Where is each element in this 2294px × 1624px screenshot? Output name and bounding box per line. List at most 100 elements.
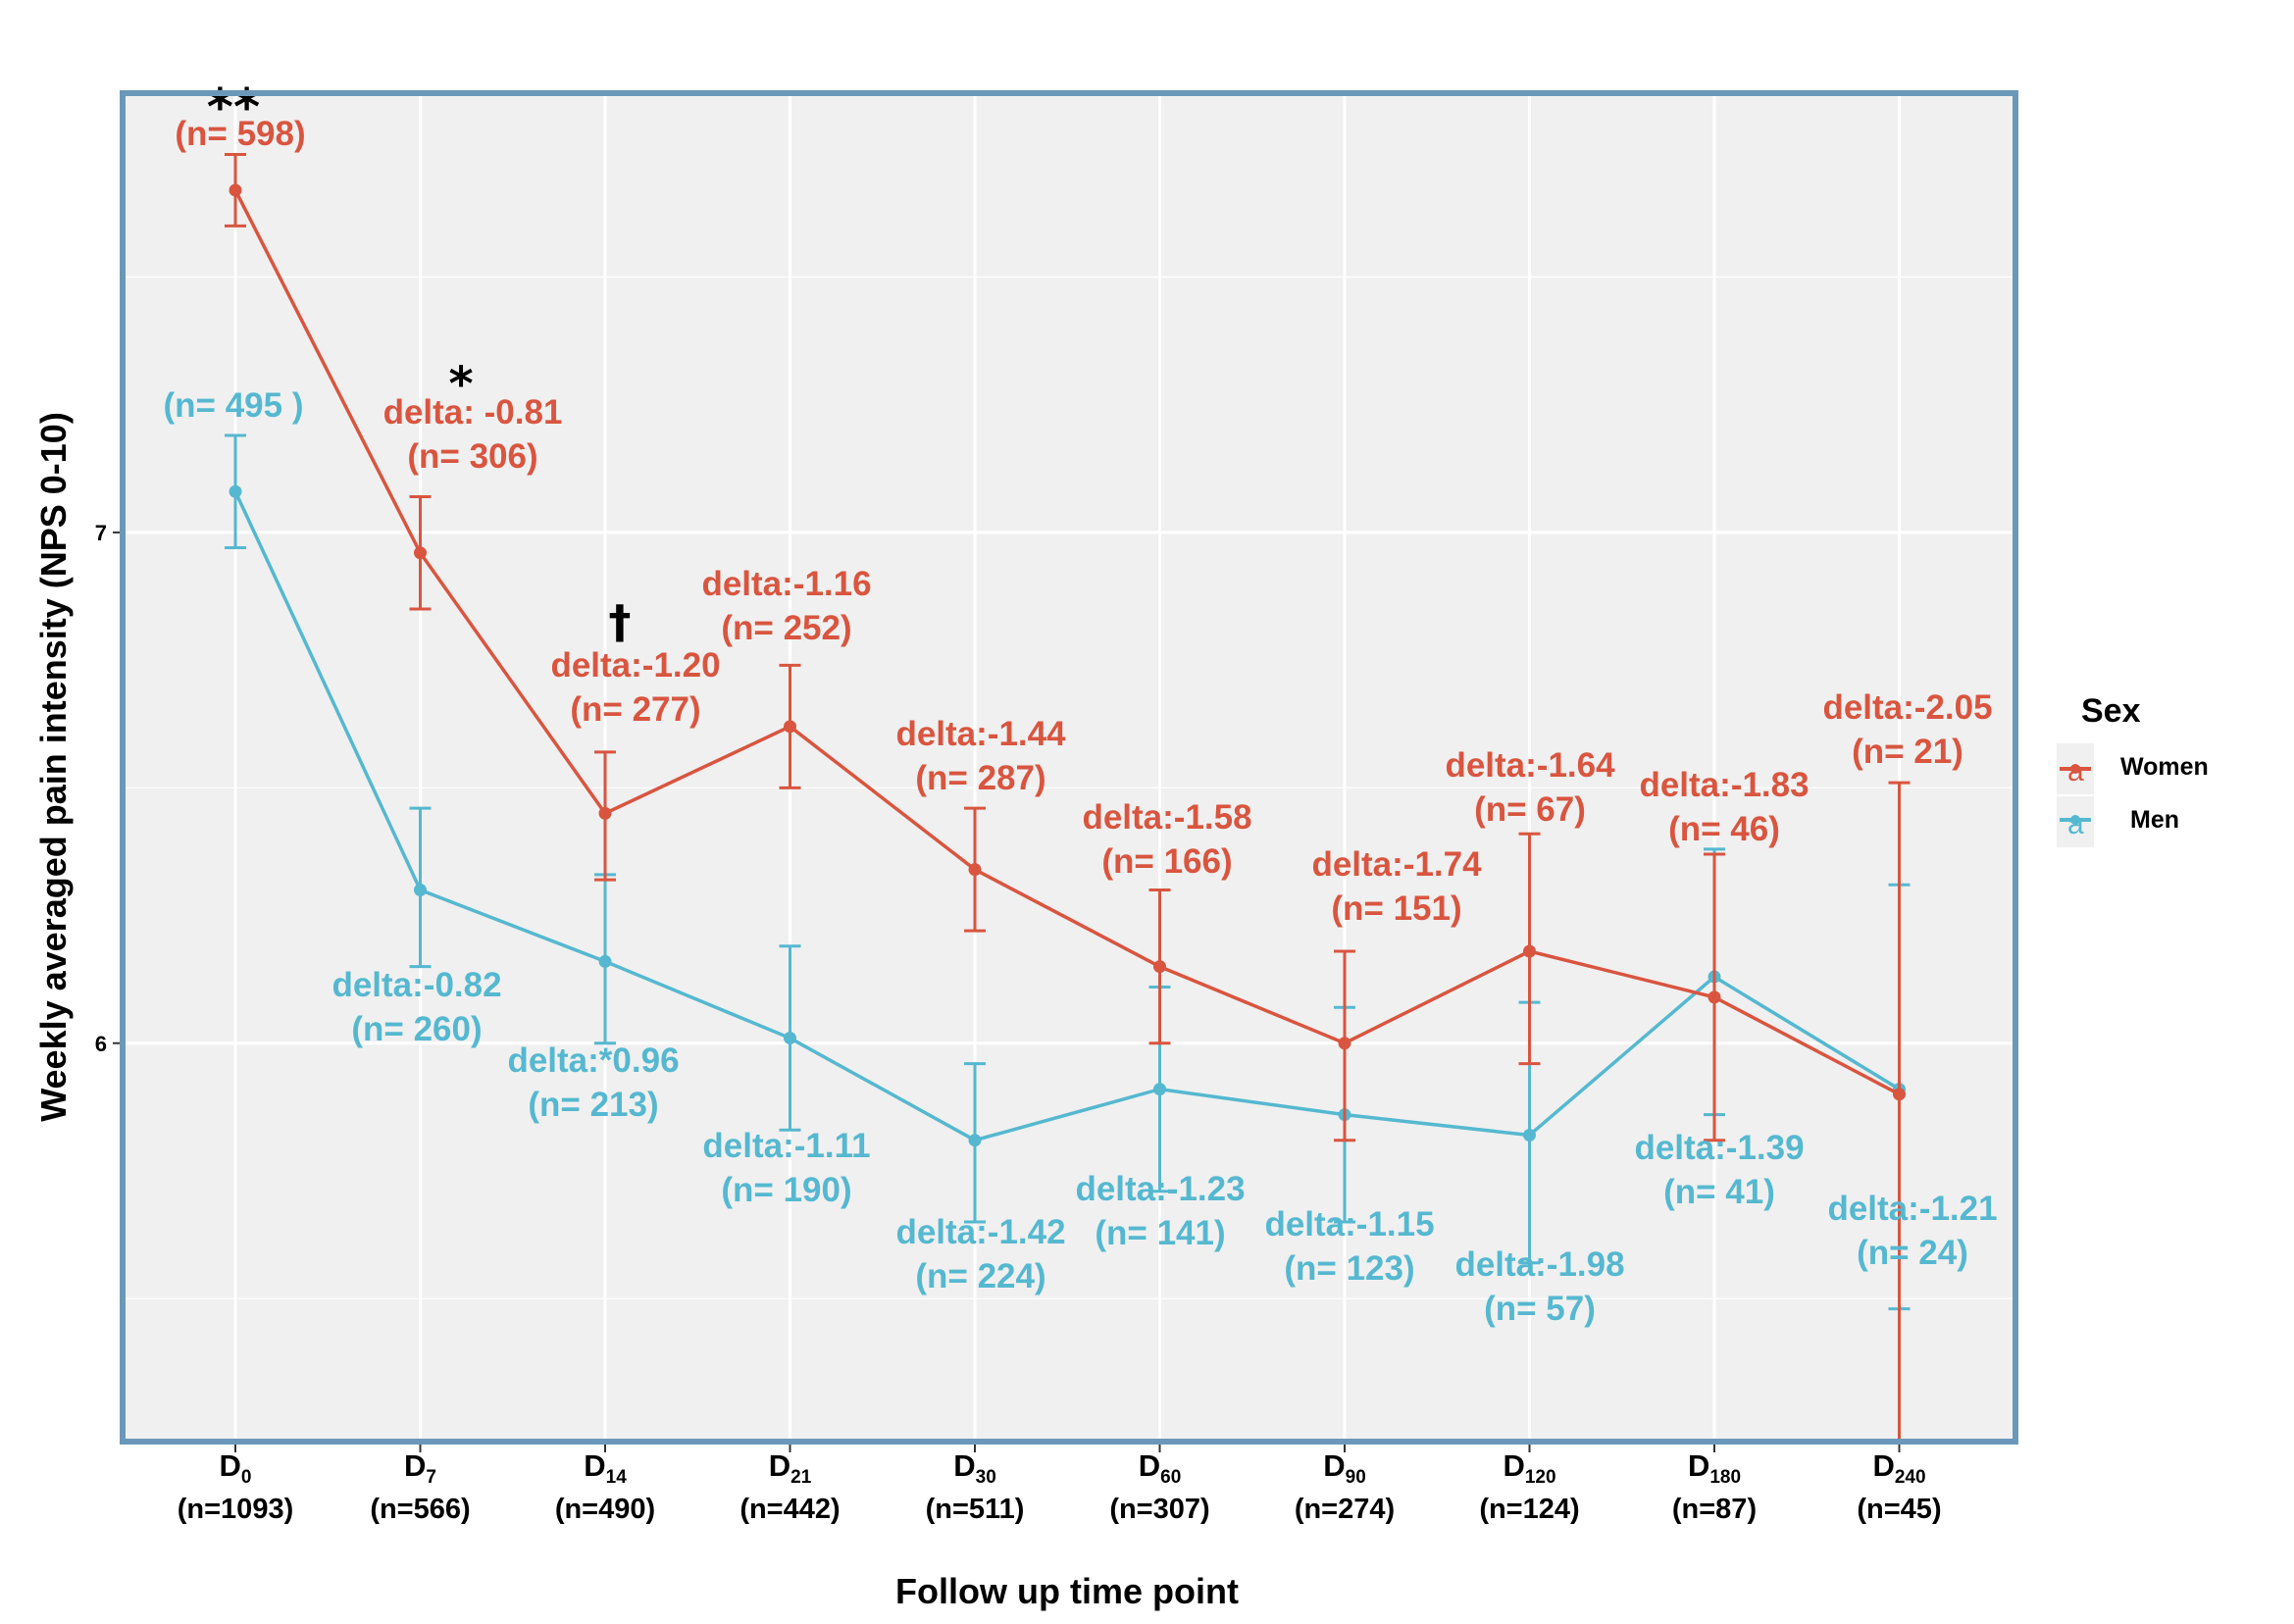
- x-tick-n-label: (n=442): [739, 1494, 840, 1525]
- delta-label: delta:-1.21: [1827, 1190, 1997, 1228]
- x-tick-subscript: 90: [1346, 1467, 1366, 1488]
- n-label: (n= 260): [351, 1010, 482, 1048]
- data-point: [598, 806, 612, 820]
- x-tick-n-label: (n=87): [1672, 1494, 1757, 1525]
- delta-label: delta:-1.44: [895, 715, 1066, 753]
- x-tick-main: D: [1323, 1448, 1345, 1483]
- data-point: [598, 954, 612, 968]
- delta-label: delta:-1.16: [701, 565, 871, 603]
- data-point: [968, 1134, 982, 1147]
- x-tick-main: D: [769, 1448, 790, 1483]
- n-label: (n= 277): [570, 690, 700, 729]
- x-tick-label: D240: [1872, 1448, 1925, 1488]
- data-point: [1153, 1083, 1166, 1096]
- plot-border: [120, 90, 2018, 1445]
- n-label: (n= 46): [1668, 810, 1780, 848]
- n-label: (n= 141): [1095, 1214, 1225, 1252]
- delta-label: delta:-1.64: [1445, 746, 1615, 785]
- n-label: (n= 21): [1852, 733, 1963, 771]
- x-tick-label: D180: [1688, 1448, 1741, 1488]
- data-point: [1893, 1088, 1906, 1101]
- delta-label: delta: -0.81: [383, 393, 563, 431]
- x-tick-subscript: 7: [426, 1467, 436, 1488]
- data-point: [784, 1032, 796, 1045]
- data-point: [1523, 1129, 1536, 1142]
- y-tick-label: 7: [95, 521, 107, 545]
- n-label: (n= 306): [407, 437, 537, 476]
- n-label: (n= 495 ): [164, 386, 304, 425]
- series-layer: [225, 153, 1911, 1444]
- y-axis-title: Weekly averaged pain intensity (NPS 0-10…: [33, 412, 74, 1122]
- x-tick-subscript: 120: [1525, 1467, 1556, 1488]
- annotation-layer: (n= 598)delta: -0.81(n= 306)delta:-1.20(…: [164, 78, 1998, 1328]
- x-tick-subscript: 0: [241, 1467, 252, 1488]
- y-axis-ticks: 67: [95, 521, 120, 1056]
- legend-key-men-point: [2070, 815, 2080, 825]
- n-label: (n= 151): [1331, 889, 1461, 928]
- x-tick-n-label: (n=274): [1295, 1494, 1395, 1525]
- delta-label: delta:-1.20: [550, 646, 720, 685]
- legend-label-men: Men: [2130, 806, 2179, 834]
- data-point: [968, 863, 982, 877]
- y-tick-label: 6: [95, 1032, 107, 1056]
- x-tick-n-label: (n=490): [555, 1494, 655, 1525]
- n-label: (n= 213): [528, 1086, 658, 1124]
- data-point: [1708, 990, 1721, 1004]
- x-axis-title: Follow up time point: [895, 1571, 1239, 1611]
- x-tick-main: D: [584, 1448, 605, 1483]
- x-tick-label: D21: [769, 1448, 812, 1488]
- x-tick-subscript: 21: [790, 1467, 812, 1488]
- x-tick-label: D7: [404, 1448, 436, 1488]
- data-point: [784, 720, 796, 734]
- x-tick-main: D: [1688, 1448, 1709, 1483]
- legend-key-women-glyph: a: [2067, 755, 2084, 787]
- delta-label: delta:-0.82: [331, 966, 501, 1004]
- x-tick-main: D: [1503, 1448, 1524, 1483]
- n-label: (n= 224): [915, 1257, 1045, 1295]
- x-tick-main: D: [404, 1448, 426, 1483]
- x-tick-subscript: 14: [606, 1467, 628, 1488]
- x-tick-label: D30: [953, 1448, 996, 1488]
- n-label: (n= 57): [1484, 1290, 1596, 1328]
- data-point: [414, 884, 427, 896]
- x-tick-n-label: (n=566): [370, 1494, 470, 1525]
- x-tick-n-label: (n=45): [1857, 1494, 1941, 1525]
- data-point: [414, 546, 427, 560]
- n-label: (n= 252): [721, 609, 851, 647]
- series-line: [233, 490, 1901, 1142]
- data-point: [1153, 960, 1166, 974]
- x-tick-main: D: [220, 1448, 241, 1483]
- legend-label-women: Women: [2120, 753, 2209, 781]
- legend-title: Sex: [2081, 692, 2141, 730]
- plot-panel: [123, 93, 2015, 1442]
- delta-label: delta:-1.39: [1634, 1129, 1804, 1167]
- delta-label: delta:-1.15: [1264, 1205, 1434, 1243]
- delta-label: delta:-2.05: [1822, 688, 1992, 727]
- x-tick-n-label: (n=307): [1109, 1494, 1209, 1525]
- n-label: (n= 190): [721, 1171, 851, 1209]
- delta-label: delta:-1.74: [1311, 845, 1482, 884]
- significance-mark: *: [448, 357, 473, 412]
- x-tick-main: D: [1139, 1448, 1160, 1483]
- data-point: [229, 183, 242, 197]
- legend-key-men-glyph: a: [2067, 808, 2084, 840]
- n-label: (n= 598): [175, 115, 305, 153]
- significance-mark: †: [609, 595, 632, 648]
- n-label: (n= 287): [915, 759, 1045, 797]
- x-tick-main: D: [953, 1448, 975, 1483]
- x-tick-label: D120: [1503, 1448, 1555, 1488]
- x-axis-ticks: D0(n=1093)D7(n=566)D14(n=490)D21(n=442)D…: [178, 1445, 1942, 1525]
- delta-label: delta:-1.83: [1639, 766, 1809, 804]
- n-label: (n= 123): [1284, 1249, 1414, 1288]
- significance-mark: **: [207, 78, 260, 137]
- delta-label: delta:-1.23: [1075, 1170, 1245, 1208]
- delta-label: delta:-1.58: [1082, 798, 1251, 837]
- x-tick-n-label: (n=511): [926, 1494, 1025, 1525]
- data-point: [229, 484, 242, 498]
- data-point: [1338, 1037, 1351, 1050]
- x-tick-label: D0: [220, 1448, 252, 1488]
- n-label: (n= 24): [1857, 1234, 1968, 1272]
- series-women: [225, 153, 1911, 1444]
- delta-label: delta:*0.96: [507, 1041, 679, 1080]
